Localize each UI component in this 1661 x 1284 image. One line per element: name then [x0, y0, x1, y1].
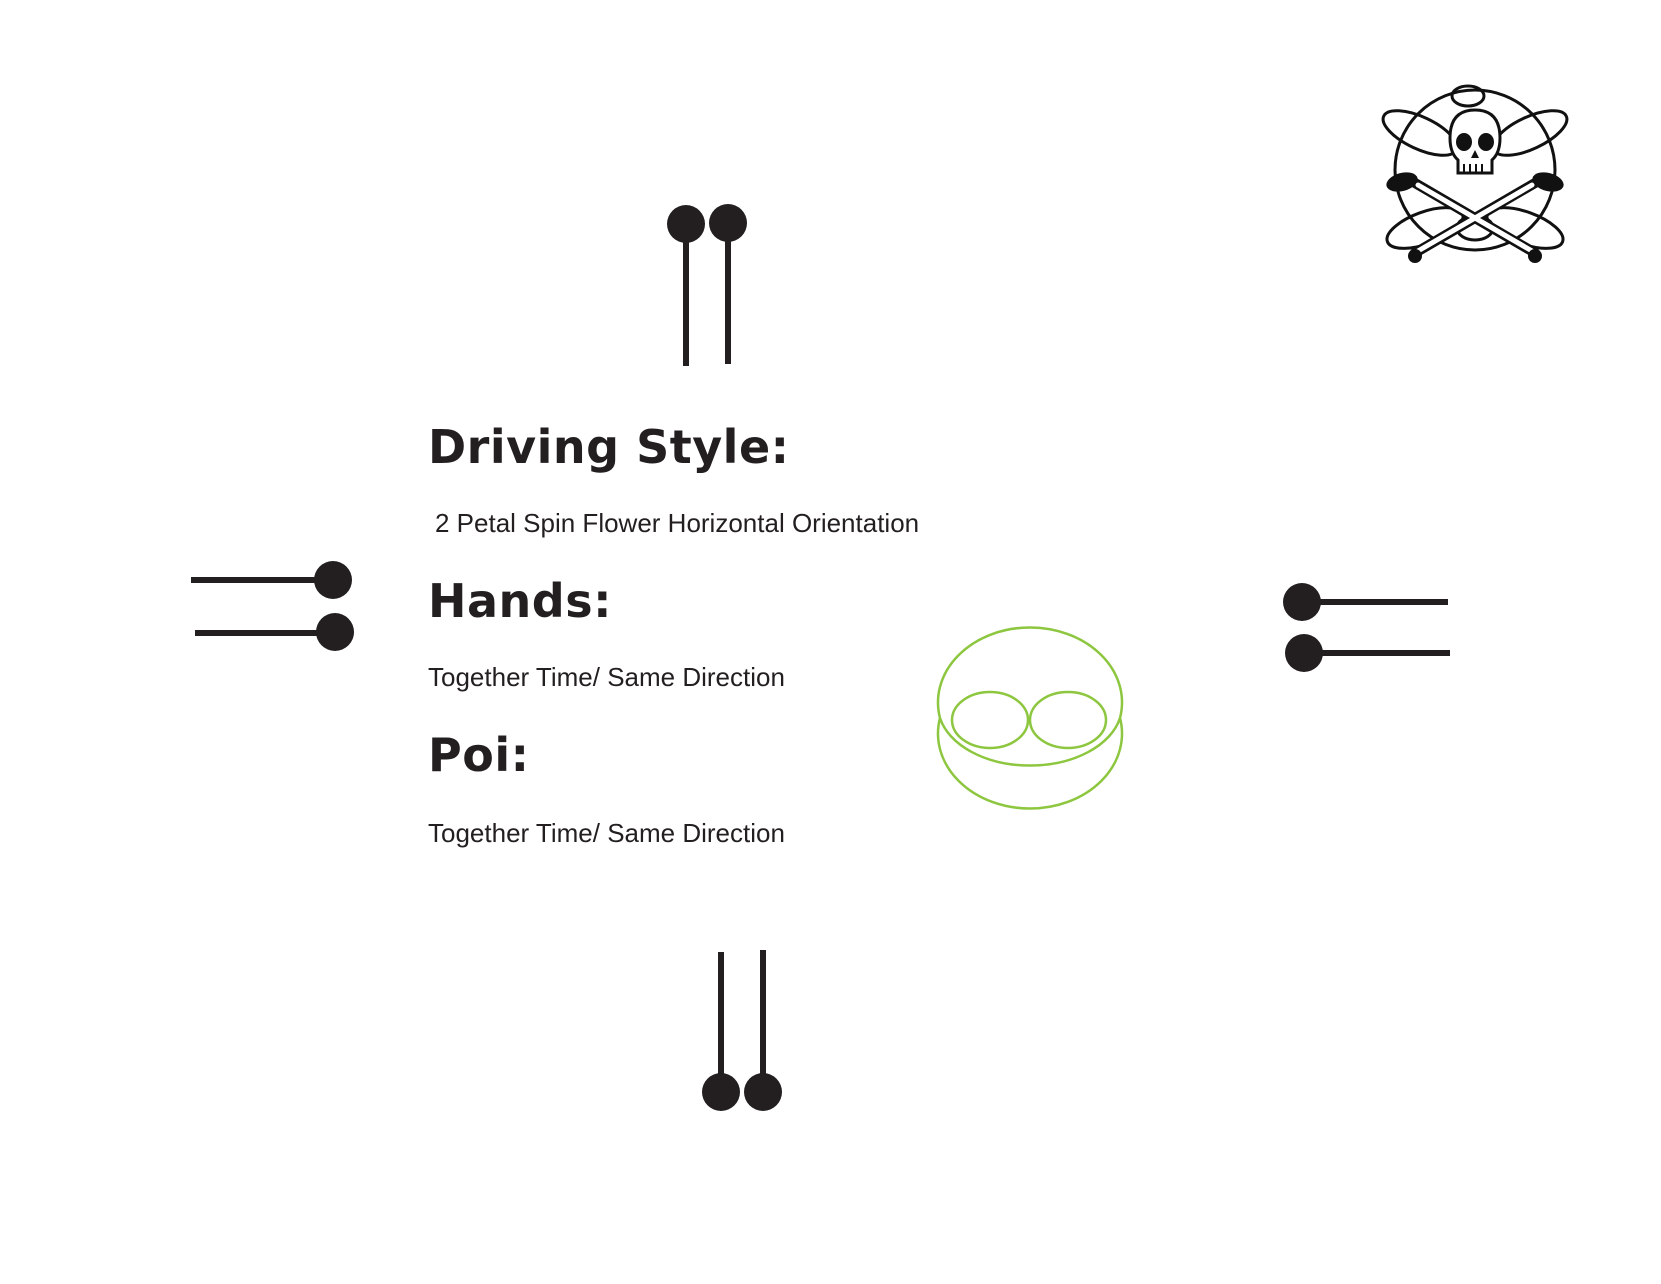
skull-crossbones-logo-icon	[1381, 84, 1569, 263]
driving-style-heading: Driving Style:	[428, 420, 790, 474]
hands-heading: Hands:	[428, 574, 612, 628]
poi-pair-right	[1283, 583, 1450, 672]
driving-style-text: 2 Petal Spin Flower Horizontal Orientati…	[435, 508, 920, 538]
two-petal-flower-diagram	[936, 626, 1124, 810]
poi-pair-top	[667, 204, 747, 366]
poi-pair-left	[191, 561, 354, 651]
poi-text: Together Time/ Same Direction	[428, 818, 785, 848]
poi-pair-bottom	[702, 950, 782, 1111]
hands-text: Together Time/ Same Direction	[428, 662, 785, 692]
poi-heading: Poi:	[428, 728, 530, 782]
